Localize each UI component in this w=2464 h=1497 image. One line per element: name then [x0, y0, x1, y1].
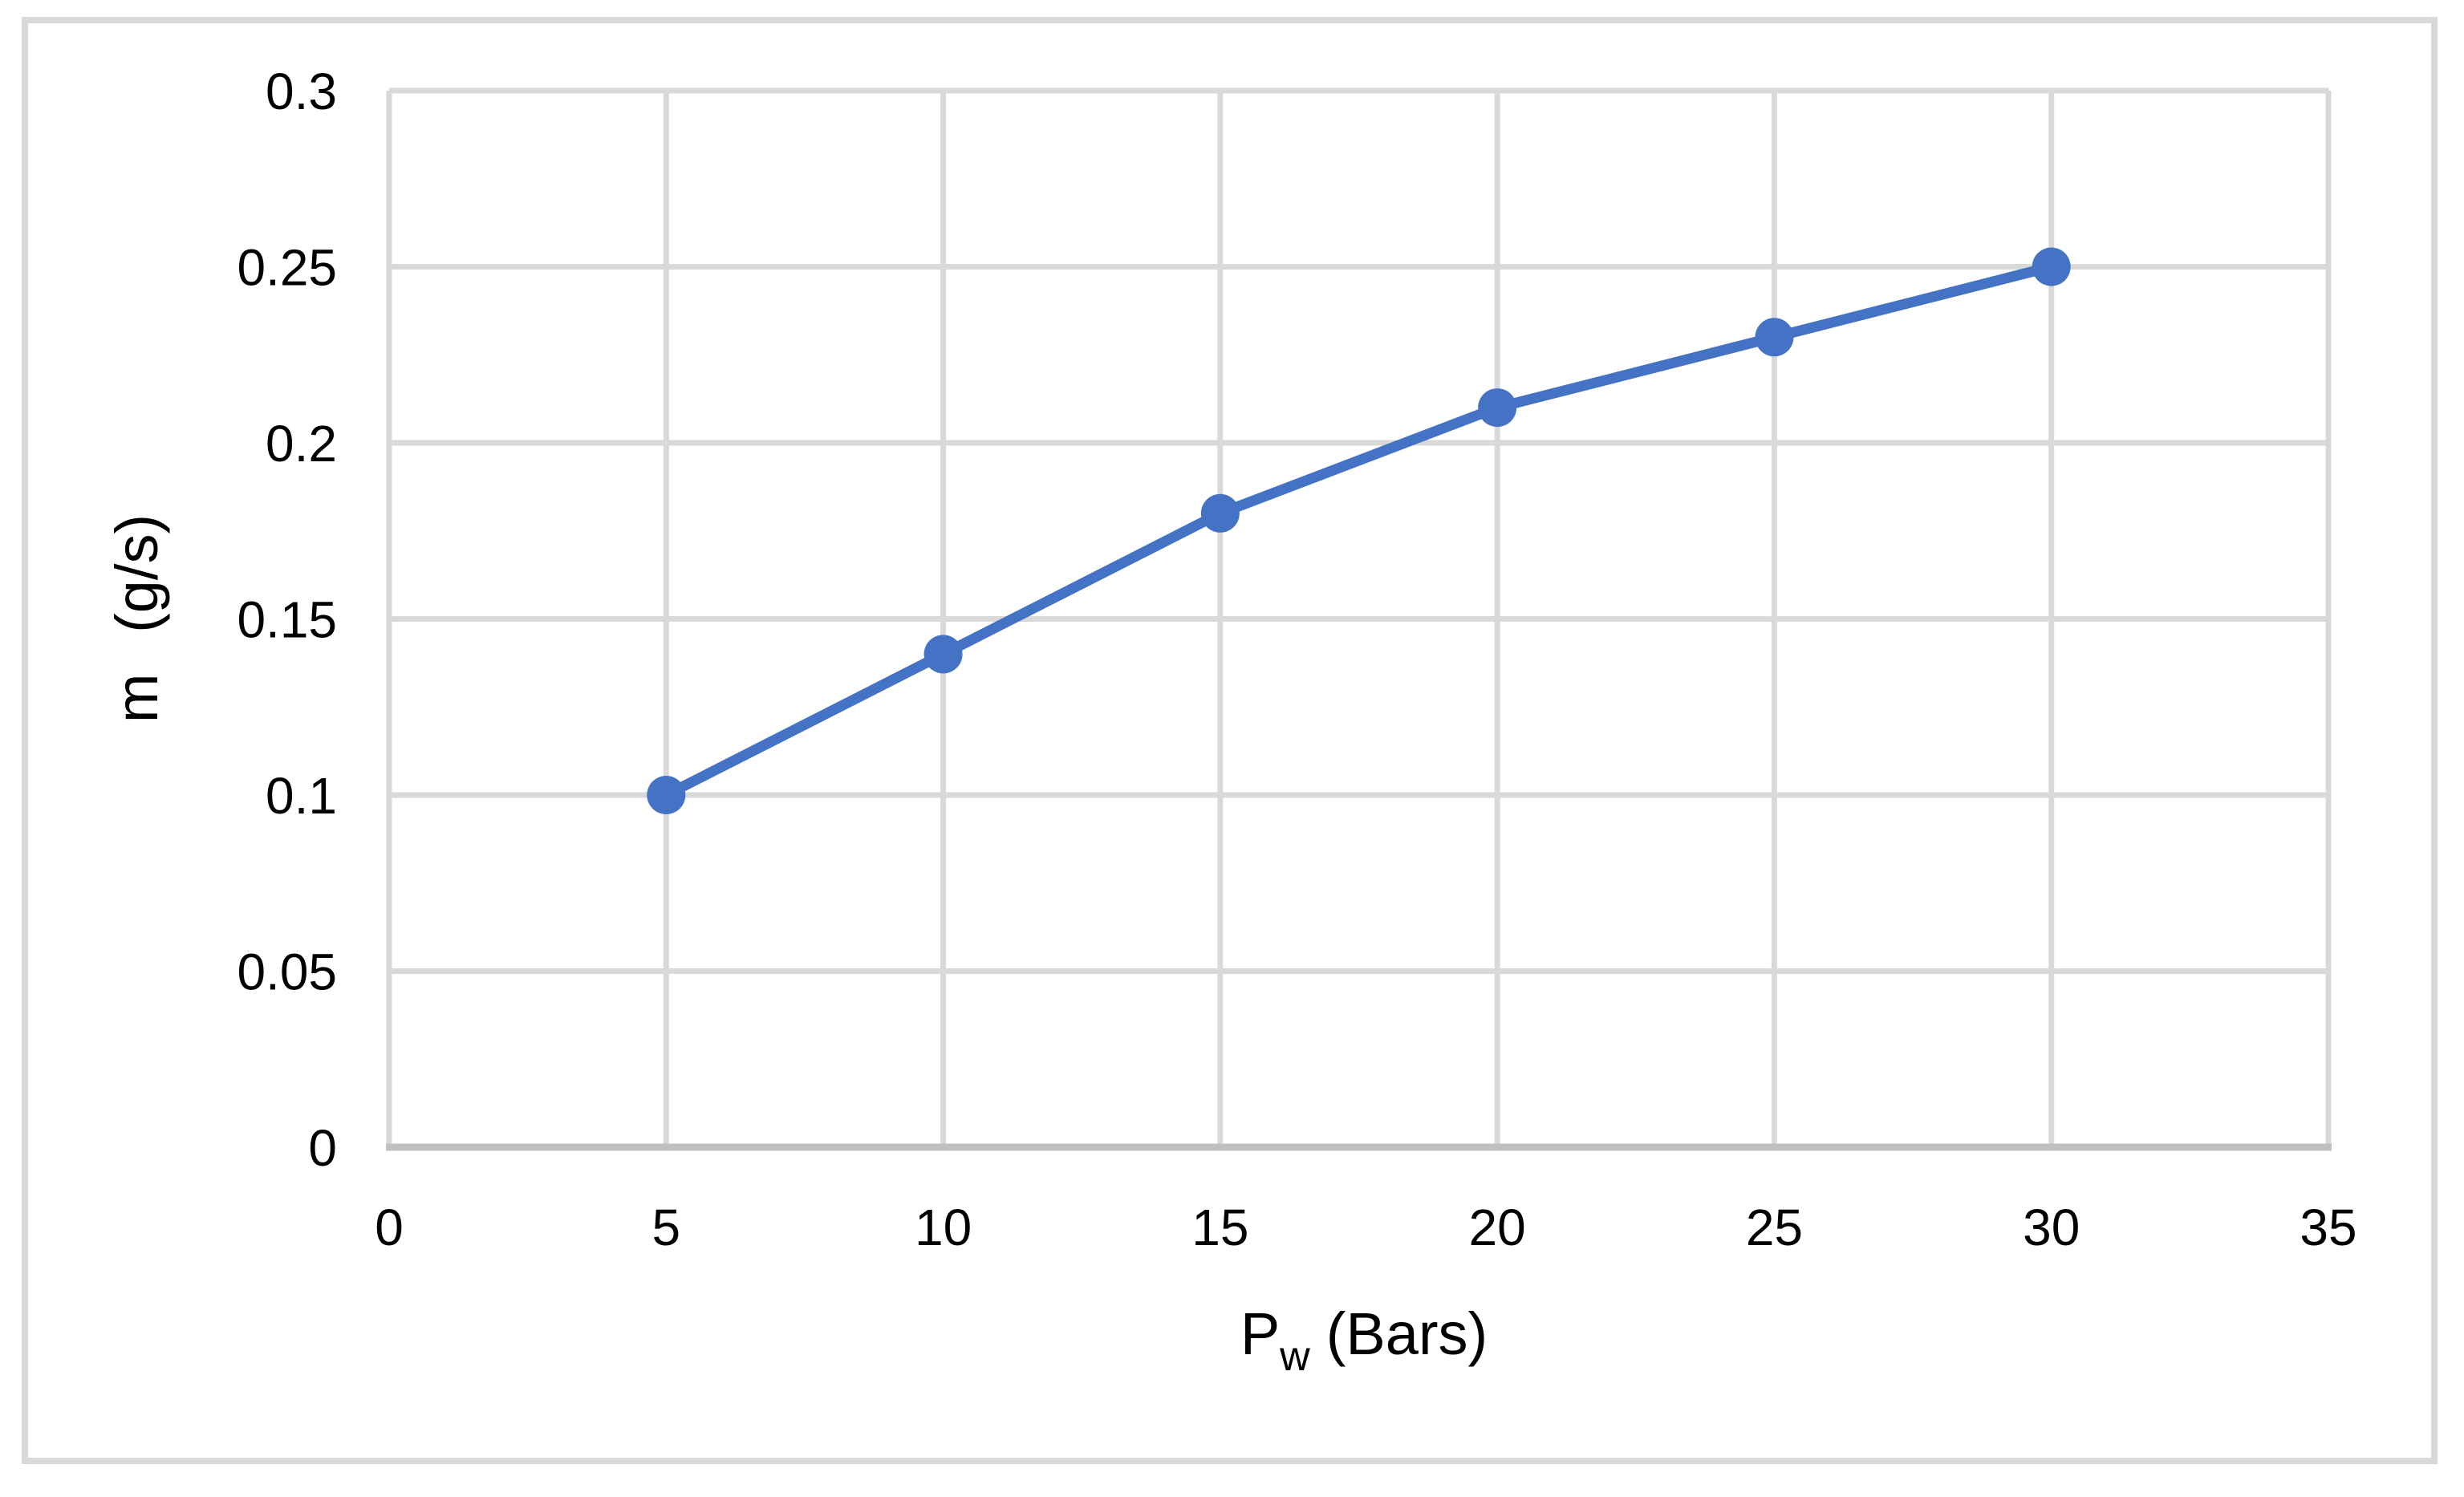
- x-axis-title-unit: (Bars): [1326, 1300, 1488, 1367]
- data-point-marker: [923, 635, 963, 674]
- data-point-marker: [647, 776, 686, 814]
- y-axis-tick-labels: 0 0.05 0.1 0.15 0.2 0.25 0.3: [237, 63, 337, 1177]
- x-axis-tick-labels: 0 5 10 15 20 25 30 35: [375, 1199, 2356, 1256]
- data-series: [647, 247, 2071, 814]
- y-tick-label: 0: [308, 1119, 337, 1177]
- x-axis-title-subscript: w: [1279, 1333, 1310, 1380]
- series-line: [660, 262, 2057, 801]
- x-tick-label: 15: [1191, 1199, 1248, 1256]
- x-tick-label: 20: [1469, 1199, 1526, 1256]
- x-tick-label: 30: [2023, 1199, 2080, 1256]
- x-tick-label: 35: [2300, 1199, 2356, 1256]
- data-point-marker: [1478, 388, 1517, 428]
- x-tick-label: 10: [915, 1199, 972, 1256]
- x-axis-title: Pw (Bars): [1240, 1300, 1488, 1380]
- y-tick-label: 0.3: [266, 63, 337, 120]
- x-tick-label: 0: [375, 1199, 404, 1256]
- y-tick-label: 0.1: [266, 767, 337, 825]
- x-axis-title-main: P: [1240, 1300, 1280, 1367]
- figure-border: [22, 17, 2438, 1464]
- y-axis-title: m (g/s): [104, 514, 170, 723]
- x-tick-label: 5: [652, 1199, 680, 1256]
- y-tick-label: 0.2: [266, 415, 337, 473]
- x-tick-label: 25: [1746, 1199, 1803, 1256]
- data-point-marker: [2032, 247, 2071, 286]
- gridlines: [386, 87, 2332, 1147]
- data-point-marker: [1755, 318, 1794, 357]
- y-tick-label: 0.25: [237, 239, 337, 297]
- data-point-marker: [1200, 493, 1240, 533]
- y-tick-label: 0.05: [237, 943, 337, 1001]
- y-tick-label: 0.15: [237, 591, 337, 649]
